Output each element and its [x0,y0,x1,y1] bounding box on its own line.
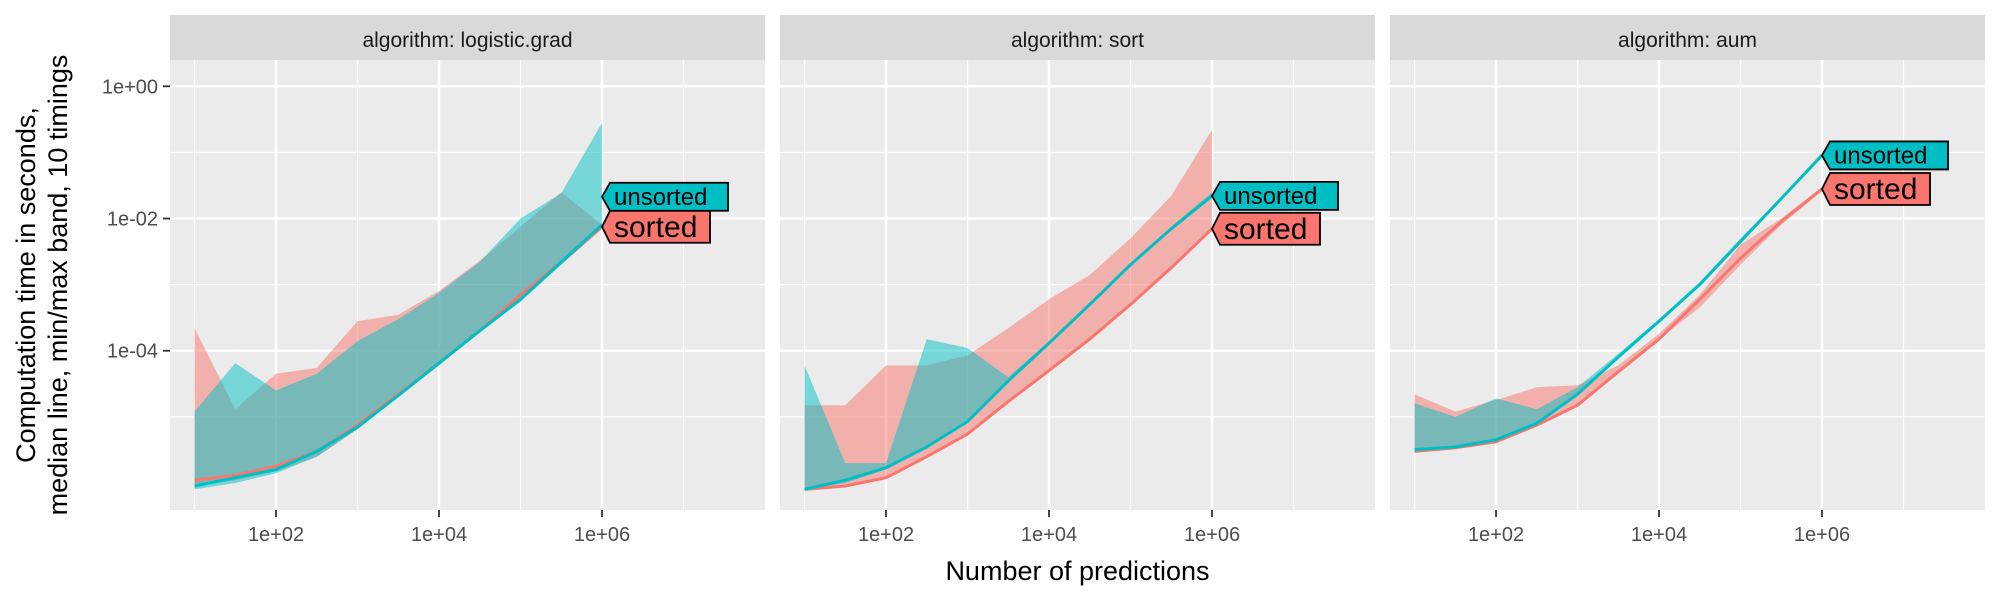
x-tick-label: 1e+06 [574,524,630,546]
y-axis-title-line-2: median line, min/max band, 10 timings [43,55,73,516]
direct-label-sorted: sorted [1224,213,1307,246]
y-axis-title-line-1: Computation time in seconds, [11,107,41,463]
strip-background [780,15,1375,60]
x-axis-title: Number of predictions [945,556,1209,586]
x-tick-label: 1e+04 [411,524,467,546]
x-tick-label: 1e+02 [248,524,304,546]
direct-label-box-sorted [601,209,711,244]
x-tick-label: 1e+02 [858,524,914,546]
y-tick-label: 1e-04 [107,341,158,363]
strip-background [170,15,765,60]
panel-2: algorithm: sort sorted unsorted 1e+02 1e+04 1… [780,15,1375,546]
direct-label-box-unsorted [1820,140,1949,171]
band-unsorted [804,192,1212,490]
x-tick-label: 1e+06 [1184,524,1240,546]
band-unsorted [1414,152,1822,452]
strip-label: algorithm: logistic.grad [362,29,572,52]
strip-label: algorithm: aum [1618,29,1757,52]
y-tick-label: 1e+00 [102,76,158,98]
median-line-sorted [804,227,1214,491]
panel-3: algorithm: aum sorted unsorted 1e+02 1e+04 1e… [1390,15,1985,546]
direct-label-unsorted: unsorted [1224,183,1317,210]
direct-label-sorted: sorted [1834,173,1917,206]
band-unsorted [194,122,602,490]
median-line-unsorted [804,194,1213,491]
direct-label-box-unsorted [600,181,729,212]
x-tick-label: 1e+06 [1794,524,1850,546]
strip-label: algorithm: sort [1011,29,1144,52]
y-axis-title: Computation time in seconds,median line,… [11,55,73,516]
y-tick-label: 1e-02 [107,209,158,231]
direct-label-unsorted: unsorted [1834,142,1927,169]
median-line-unsorted [1414,154,1824,452]
x-tick-label: 1e+04 [1021,524,1077,546]
median-line-unsorted [194,223,604,488]
direct-label-unsorted: unsorted [614,184,707,211]
direct-label-box-unsorted [1210,180,1339,211]
strip-background [1390,15,1985,60]
band-sorted [804,129,1212,490]
x-tick-label: 1e+02 [1468,524,1524,546]
direct-label-box-sorted [1211,211,1321,246]
direct-label-box-sorted [1821,172,1931,206]
x-tick-label: 1e+04 [1631,524,1687,546]
direct-label-sorted: sorted [614,211,697,244]
median-line-sorted [1414,187,1823,453]
